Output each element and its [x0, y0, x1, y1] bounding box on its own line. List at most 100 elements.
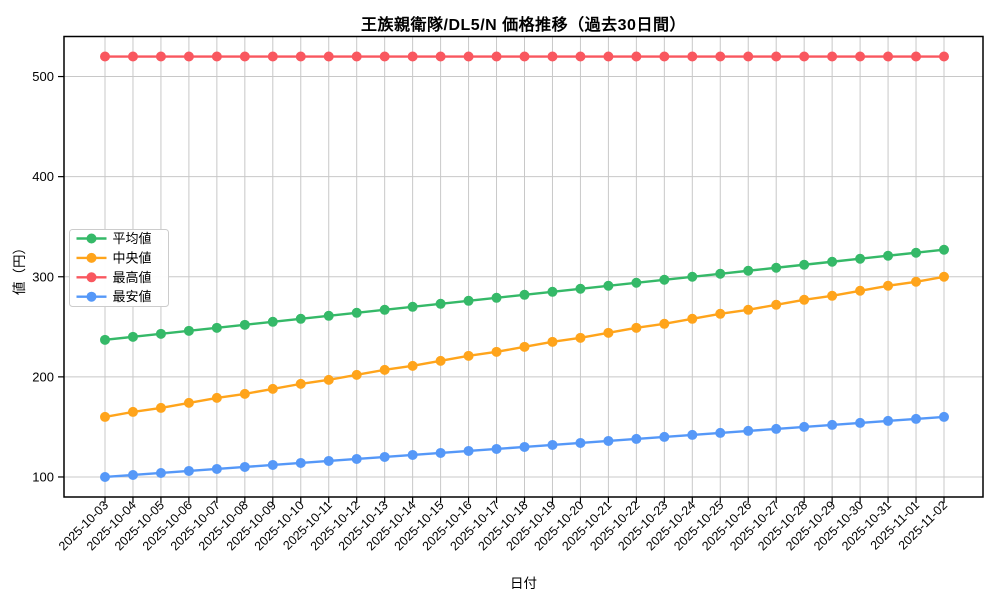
data-point-average [939, 244, 949, 255]
data-point-median [211, 392, 222, 403]
data-point-min [911, 413, 922, 424]
data-point-min [239, 461, 250, 472]
data-point-median [379, 364, 390, 375]
data-point-min [743, 425, 754, 436]
data-point-max [491, 51, 502, 62]
data-point-median [519, 341, 530, 352]
data-point-max [435, 51, 446, 62]
data-point-min [379, 451, 390, 462]
data-point-median [323, 374, 334, 385]
data-point-max [603, 51, 614, 62]
data-point-min [939, 411, 949, 422]
data-point-max [883, 51, 894, 62]
data-point-median [883, 280, 894, 291]
data-point-min [631, 433, 642, 444]
data-point-median [239, 388, 250, 399]
data-point-average [211, 322, 222, 333]
data-point-average [547, 286, 558, 297]
legend-marker-average [86, 233, 97, 244]
data-point-min [491, 443, 502, 454]
data-point-max [100, 51, 110, 62]
data-point-average [100, 334, 110, 345]
data-point-average [883, 250, 894, 261]
data-point-min [575, 437, 586, 448]
svg-text:300: 300 [32, 269, 54, 284]
data-point-average [799, 259, 810, 270]
data-point-min [407, 449, 418, 460]
data-point-median [435, 355, 446, 366]
data-point-min [799, 421, 810, 432]
data-point-max [127, 51, 138, 62]
data-point-average [239, 319, 250, 330]
data-point-max [631, 51, 642, 62]
data-point-min [603, 435, 614, 446]
x-axis-label: 日付 [510, 576, 537, 591]
data-point-median [183, 397, 194, 408]
data-point-average [911, 247, 922, 258]
data-point-median [407, 360, 418, 371]
data-point-min [547, 439, 558, 450]
data-point-average [295, 313, 306, 324]
data-point-max [323, 51, 334, 62]
data-point-max [351, 51, 362, 62]
data-point-average [491, 292, 502, 303]
data-point-min [267, 459, 278, 470]
data-point-average [183, 325, 194, 336]
data-point-median [575, 332, 586, 343]
data-point-max [295, 51, 306, 62]
data-point-median [547, 336, 558, 347]
data-point-median [100, 411, 110, 422]
legend-item-average: 平均値 [76, 231, 152, 246]
data-point-median [631, 322, 642, 333]
data-point-max [407, 51, 418, 62]
data-point-median [351, 369, 362, 380]
data-point-average [379, 304, 390, 315]
data-point-median [827, 290, 838, 301]
data-point-average [575, 283, 586, 294]
data-point-min [295, 457, 306, 468]
data-point-max [827, 51, 838, 62]
data-point-max [463, 51, 474, 62]
series-median [100, 271, 949, 422]
data-point-min [519, 441, 530, 452]
data-point-average [155, 328, 166, 339]
data-point-average [323, 310, 334, 321]
data-point-min [183, 465, 194, 476]
data-point-median [295, 378, 306, 389]
data-point-min [351, 453, 362, 464]
legend-marker-min [86, 291, 97, 302]
data-point-min [211, 463, 222, 474]
data-point-max [267, 51, 278, 62]
legend-label-max: 最高値 [113, 270, 152, 285]
data-point-min [127, 469, 138, 480]
series-min [100, 411, 949, 482]
data-point-median [127, 406, 138, 417]
data-point-median [771, 299, 782, 310]
data-point-average [855, 253, 866, 264]
data-point-median [911, 276, 922, 287]
data-point-min [100, 471, 110, 482]
series-average [100, 244, 949, 345]
data-point-median [743, 304, 754, 315]
legend-label-average: 平均値 [113, 231, 152, 246]
data-point-max [379, 51, 390, 62]
series-max [100, 51, 949, 62]
data-point-median [491, 346, 502, 357]
legend-label-median: 中央値 [113, 250, 152, 265]
data-point-min [827, 419, 838, 430]
data-point-average [435, 298, 446, 309]
svg-text:200: 200 [32, 369, 54, 384]
chart-title: 王族親衛隊/DL5/N 価格推移（過去30日間） [361, 17, 686, 34]
data-point-average [463, 295, 474, 306]
legend-marker-median [86, 252, 97, 263]
data-point-max [239, 51, 250, 62]
data-point-average [771, 262, 782, 273]
data-point-average [659, 274, 670, 285]
data-point-median [715, 308, 726, 319]
data-point-max [575, 51, 586, 62]
data-point-max [911, 51, 922, 62]
data-point-max [771, 51, 782, 62]
data-point-average [631, 277, 642, 288]
data-point-min [855, 417, 866, 428]
